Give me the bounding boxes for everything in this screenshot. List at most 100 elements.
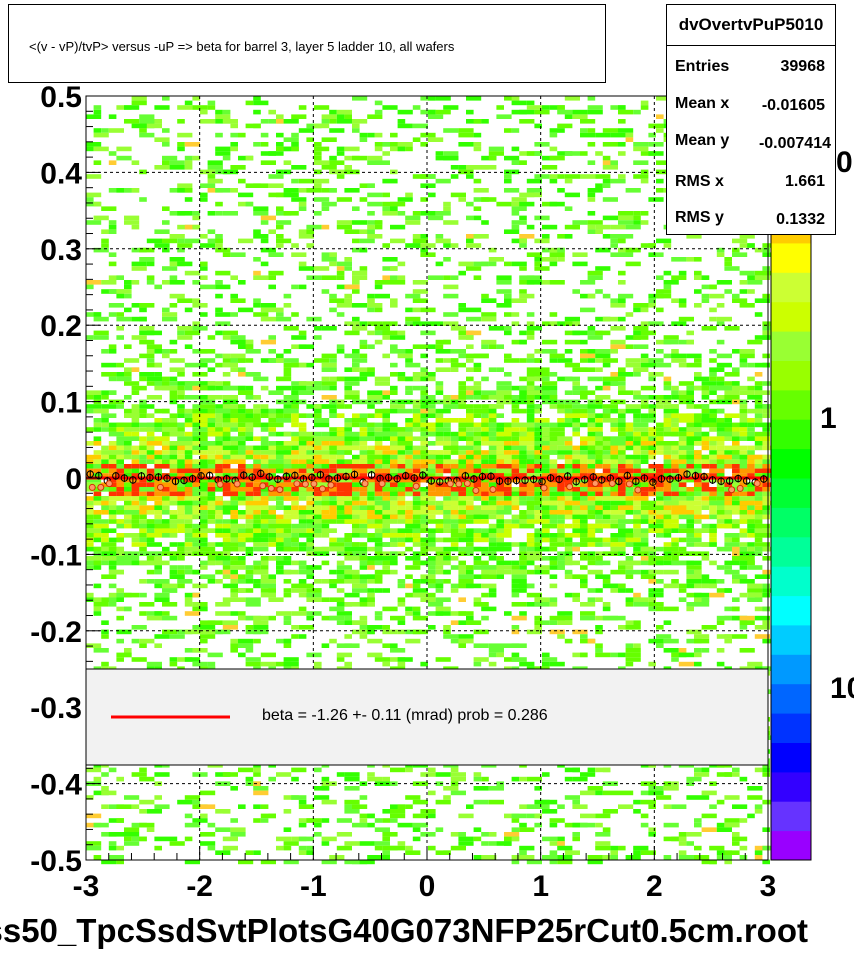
- heatmap-cell: [595, 482, 603, 487]
- heatmap-cell: [336, 560, 345, 566]
- heatmap-cell: [678, 482, 687, 487]
- heatmap-cell: [511, 464, 520, 469]
- heatmap-cell: [116, 533, 124, 538]
- heatmap-cell: [443, 128, 459, 133]
- heatmap-cell: [519, 330, 527, 336]
- heatmap-cell: [374, 307, 383, 313]
- heatmap-cell: [428, 109, 436, 115]
- heatmap-cell: [352, 155, 368, 161]
- heatmap-cell: [709, 376, 717, 382]
- heatmap-cell: [215, 307, 223, 313]
- heatmap-cell: [215, 114, 231, 119]
- heatmap-cell: [526, 629, 542, 635]
- heatmap-cell: [412, 510, 421, 515]
- heatmap-cell: [245, 546, 254, 552]
- heatmap-cell: [207, 174, 216, 179]
- heatmap-cell: [618, 174, 626, 179]
- heatmap-cell: [549, 496, 565, 501]
- heatmap-cell: [184, 657, 200, 662]
- heatmap-cell: [222, 464, 231, 469]
- heatmap-cell: [131, 533, 140, 538]
- heatmap-cell: [382, 178, 398, 184]
- heatmap-cell: [587, 109, 603, 115]
- heatmap-cell: [222, 395, 238, 400]
- heatmap-cell: [124, 551, 140, 556]
- heatmap-cell: [207, 556, 216, 561]
- heatmap-cell: [124, 652, 132, 658]
- heatmap-cell: [504, 450, 512, 455]
- heatmap-cell: [686, 353, 702, 359]
- heatmap-cell: [762, 427, 770, 432]
- heatmap-cell: [648, 606, 656, 612]
- heatmap-cell: [640, 468, 649, 474]
- heatmap-cell: [283, 556, 292, 561]
- heatmap-cell: [359, 344, 368, 349]
- heatmap-cell: [747, 385, 755, 391]
- heatmap-cell: [253, 206, 269, 211]
- heatmap-cell: [306, 464, 314, 469]
- heatmap-cell: [488, 592, 497, 598]
- heatmap-cell: [610, 344, 626, 349]
- heatmap-cell: [587, 441, 603, 446]
- heatmap-cell: [663, 418, 679, 423]
- heatmap-cell: [671, 353, 687, 359]
- heatmap-cell: [678, 597, 687, 602]
- heatmap-cell: [200, 537, 208, 543]
- heatmap-cell: [367, 132, 375, 138]
- heatmap-cell: [139, 602, 155, 607]
- heatmap-cell: [177, 579, 193, 584]
- heatmap-cell: [428, 215, 444, 221]
- heatmap-cell: [481, 197, 497, 202]
- heatmap-cell: [428, 464, 436, 469]
- heatmap-cell: [458, 450, 466, 455]
- heatmap-cell: [671, 413, 679, 418]
- heatmap-cell: [580, 634, 588, 639]
- heatmap-cell: [139, 473, 155, 478]
- heatmap-cell: [397, 431, 413, 437]
- heatmap-cell: [329, 537, 337, 543]
- heatmap-cell: [306, 597, 322, 602]
- heatmap-cell: [656, 602, 664, 607]
- heatmap-cell: [549, 399, 558, 405]
- heatmap-cell: [762, 569, 778, 575]
- heatmap-cell: [580, 441, 588, 446]
- heatmap-cell: [671, 404, 679, 409]
- heatmap-cell: [382, 395, 390, 400]
- heatmap-cell: [428, 454, 436, 460]
- heatmap-cell: [146, 482, 155, 487]
- heatmap-cell: [747, 661, 763, 667]
- heatmap-cell: [580, 652, 588, 658]
- heatmap-cell: [686, 514, 694, 520]
- heatmap-cell: [344, 500, 352, 506]
- heatmap-cell: [587, 431, 603, 437]
- heatmap-cell: [633, 335, 649, 340]
- heatmap-cell: [390, 280, 406, 285]
- heatmap-cell: [169, 657, 178, 662]
- heatmap-cell: [663, 500, 679, 506]
- heatmap-cell: [177, 298, 193, 303]
- heatmap-cell: [93, 583, 102, 589]
- heatmap-cell: [207, 652, 223, 658]
- heatmap-cell: [709, 510, 717, 515]
- heatmap-cell: [222, 574, 231, 579]
- heatmap-cell: [162, 316, 178, 322]
- heatmap-cell: [359, 473, 368, 478]
- heatmap-cell: [215, 165, 223, 170]
- heatmap-cell: [610, 468, 618, 474]
- heatmap-cell: [405, 192, 413, 198]
- heatmap-cell: [534, 514, 542, 520]
- heatmap-cell: [656, 523, 664, 529]
- heatmap-cell: [496, 537, 504, 543]
- heatmap-cell: [435, 473, 444, 478]
- heatmap-cell: [352, 546, 368, 552]
- heatmap-cell: [390, 404, 406, 409]
- heatmap-cell: [587, 275, 603, 280]
- heatmap-cell: [238, 491, 246, 497]
- heatmap-cell: [420, 487, 428, 492]
- heatmap-cell: [238, 652, 246, 658]
- heatmap-cell: [390, 201, 406, 207]
- heatmap-cell: [587, 510, 603, 515]
- heatmap-cell: [466, 418, 474, 423]
- heatmap-cell: [542, 510, 550, 515]
- heatmap-cell: [336, 404, 345, 409]
